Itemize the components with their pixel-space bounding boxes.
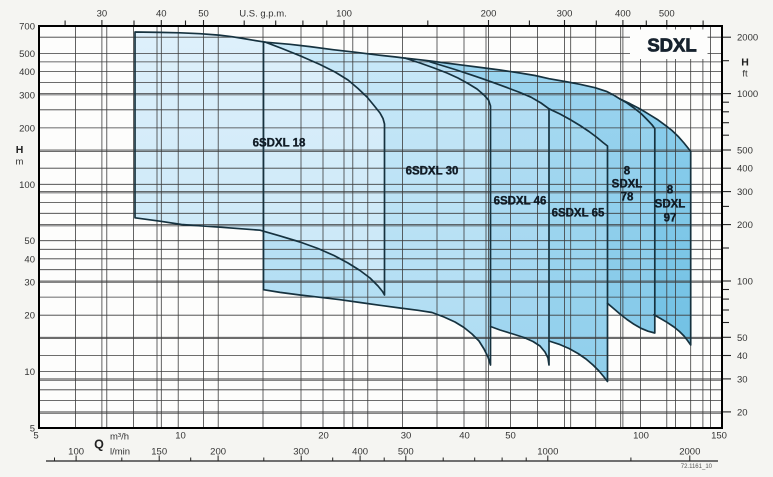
svg-text:6SDXL 18: 6SDXL 18 (253, 138, 306, 150)
svg-text:2000: 2000 (737, 33, 758, 44)
svg-text:30: 30 (737, 374, 748, 385)
svg-text:400: 400 (352, 447, 368, 458)
svg-text:400: 400 (737, 164, 753, 175)
svg-text:U.S. g.p.m.: U.S. g.p.m. (239, 9, 287, 20)
svg-text:40: 40 (459, 431, 470, 442)
svg-text:200: 200 (19, 123, 35, 134)
svg-text:8: 8 (624, 166, 631, 178)
svg-text:10: 10 (175, 431, 186, 442)
svg-text:300: 300 (293, 447, 309, 458)
svg-text:500: 500 (19, 49, 35, 60)
svg-text:10: 10 (24, 367, 35, 378)
svg-text:Q: Q (94, 438, 104, 452)
svg-text:SDXL: SDXL (647, 35, 696, 56)
svg-text:97: 97 (664, 213, 677, 225)
svg-text:100: 100 (336, 9, 352, 20)
svg-text:SDXL: SDXL (612, 179, 643, 191)
svg-text:200: 200 (210, 447, 226, 458)
svg-text:5: 5 (33, 431, 38, 442)
svg-text:1000: 1000 (537, 447, 558, 458)
svg-text:700: 700 (19, 22, 35, 33)
svg-text:H: H (16, 144, 24, 156)
svg-text:100: 100 (19, 180, 35, 191)
svg-text:30: 30 (97, 9, 108, 20)
svg-text:300: 300 (19, 90, 35, 101)
svg-text:1000: 1000 (737, 89, 758, 100)
svg-text:l/min: l/min (110, 447, 130, 458)
svg-text:50: 50 (505, 431, 516, 442)
svg-text:6SDXL 65: 6SDXL 65 (552, 208, 605, 220)
svg-text:H: H (741, 57, 749, 69)
svg-text:500: 500 (659, 9, 675, 20)
svg-text:5: 5 (30, 424, 35, 435)
svg-text:20: 20 (318, 431, 329, 442)
svg-text:30: 30 (401, 431, 412, 442)
svg-text:300: 300 (737, 187, 753, 198)
svg-text:500: 500 (737, 146, 753, 157)
svg-text:SDXL: SDXL (655, 199, 686, 211)
svg-text:50: 50 (737, 333, 748, 344)
svg-text:400: 400 (19, 67, 35, 78)
svg-text:40: 40 (737, 351, 748, 362)
svg-text:6SDXL 46: 6SDXL 46 (494, 196, 547, 208)
svg-text:400: 400 (615, 9, 631, 20)
svg-text:72.1161_10: 72.1161_10 (681, 464, 713, 470)
svg-text:40: 40 (24, 254, 35, 265)
svg-text:150: 150 (151, 447, 167, 458)
svg-text:150: 150 (711, 431, 727, 442)
svg-text:50: 50 (24, 236, 35, 247)
svg-text:300: 300 (557, 9, 573, 20)
svg-text:200: 200 (481, 9, 497, 20)
svg-text:6SDXL 30: 6SDXL 30 (406, 166, 459, 178)
svg-text:200: 200 (737, 220, 753, 231)
svg-text:20: 20 (737, 407, 748, 418)
svg-text:ft: ft (742, 69, 748, 80)
svg-text:2000: 2000 (679, 447, 700, 458)
svg-text:m³/h: m³/h (110, 432, 129, 443)
svg-text:40: 40 (156, 9, 167, 20)
svg-text:500: 500 (398, 447, 414, 458)
svg-text:100: 100 (68, 447, 84, 458)
svg-text:100: 100 (737, 277, 753, 288)
svg-text:m: m (16, 157, 24, 168)
svg-text:20: 20 (24, 311, 35, 322)
svg-text:50: 50 (198, 9, 209, 20)
svg-text:100: 100 (633, 431, 649, 442)
svg-text:78: 78 (621, 192, 634, 204)
svg-text:30: 30 (24, 278, 35, 289)
svg-text:8: 8 (667, 185, 674, 197)
